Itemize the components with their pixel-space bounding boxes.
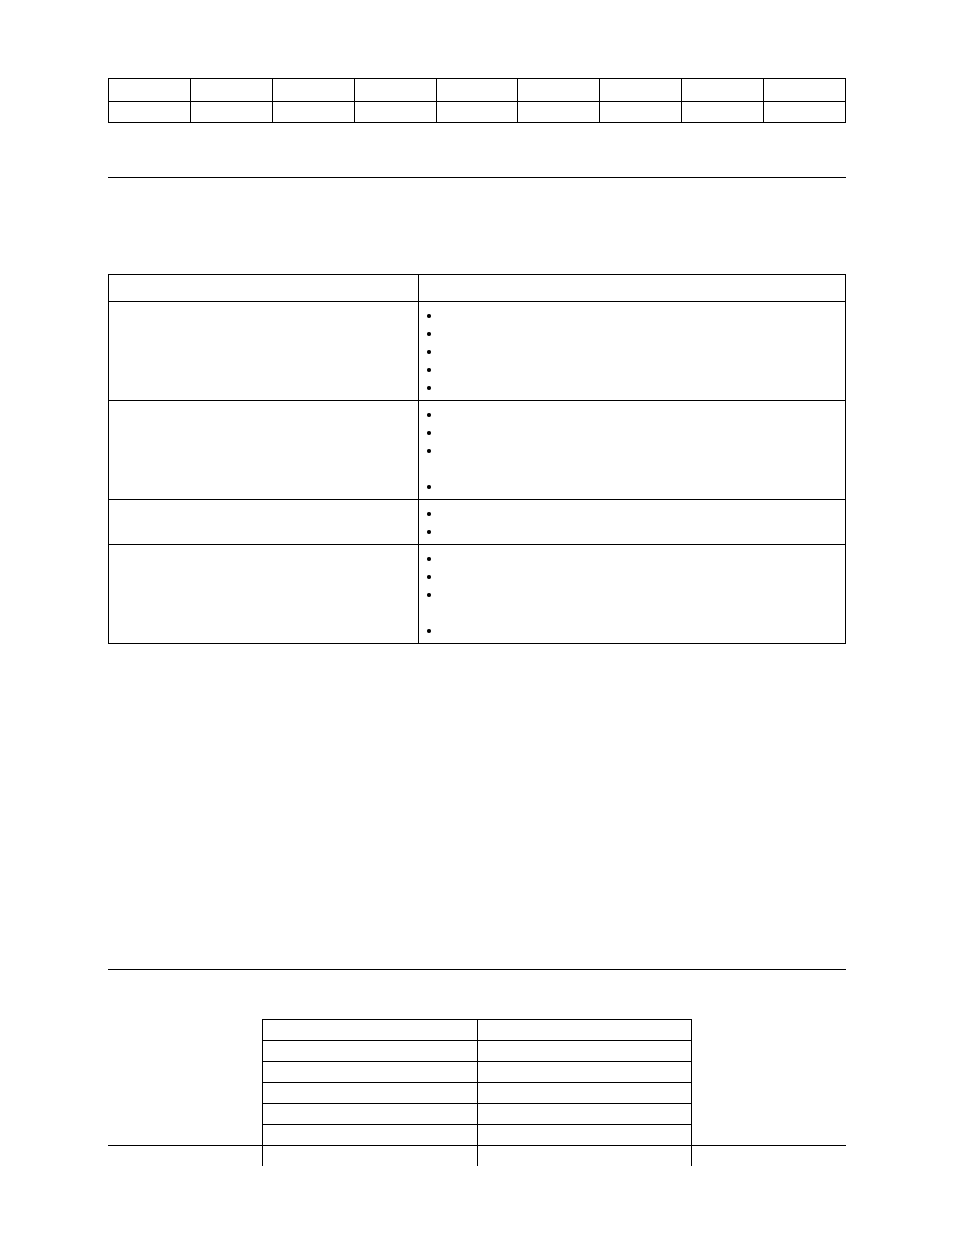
table-row — [263, 1146, 692, 1167]
cell — [477, 1062, 692, 1083]
bullet-list — [427, 504, 837, 540]
list-item — [441, 567, 837, 585]
cell — [272, 79, 354, 102]
cell — [764, 79, 846, 102]
cell — [109, 102, 191, 123]
table-row — [263, 1041, 692, 1062]
table-row — [109, 500, 846, 545]
table-9col — [108, 78, 846, 123]
list-item — [441, 522, 837, 540]
section-divider — [108, 969, 846, 970]
cell — [436, 102, 518, 123]
footer-rule — [108, 1145, 846, 1146]
header-cell — [418, 275, 845, 302]
divider-wrap — [0, 969, 954, 970]
table-row — [263, 1062, 692, 1083]
cell — [263, 1041, 478, 1062]
cell — [272, 102, 354, 123]
cell — [418, 545, 845, 644]
table-2col-wrap — [108, 274, 846, 644]
cell — [477, 1104, 692, 1125]
table-3 — [262, 1019, 692, 1166]
cell — [518, 102, 600, 123]
list-item-blank — [441, 603, 837, 621]
cell — [263, 1020, 478, 1041]
header-cell — [109, 275, 419, 302]
cell — [682, 79, 764, 102]
table-row — [109, 102, 846, 123]
list-item — [441, 621, 837, 639]
table-row — [263, 1104, 692, 1125]
cell — [263, 1062, 478, 1083]
cell — [764, 102, 846, 123]
cell — [109, 79, 191, 102]
cell — [682, 102, 764, 123]
cell — [109, 545, 419, 644]
cell — [436, 79, 518, 102]
cell — [109, 401, 419, 500]
list-item — [441, 324, 837, 342]
cell — [263, 1146, 478, 1167]
bullet-list — [427, 549, 837, 639]
table-3-wrap — [0, 995, 954, 1166]
cell — [190, 102, 272, 123]
table-row — [109, 79, 846, 102]
cell — [477, 1083, 692, 1104]
list-item — [441, 405, 837, 423]
bullet-list — [427, 306, 837, 396]
cell — [418, 401, 845, 500]
list-item — [441, 360, 837, 378]
cell — [477, 1041, 692, 1062]
divider-wrap — [108, 177, 846, 178]
cell — [109, 302, 419, 401]
list-item — [441, 306, 837, 324]
cell — [263, 1125, 478, 1146]
list-item — [441, 342, 837, 360]
cell — [418, 302, 845, 401]
table-row — [263, 1125, 692, 1146]
list-item — [441, 549, 837, 567]
list-item — [441, 441, 837, 459]
cell — [477, 1020, 692, 1041]
list-item — [441, 423, 837, 441]
table-row — [263, 1020, 692, 1041]
table-row — [263, 1083, 692, 1104]
table-row — [109, 545, 846, 644]
table-9col-wrap — [108, 78, 846, 123]
cell — [109, 500, 419, 545]
cell — [418, 500, 845, 545]
cell — [600, 102, 682, 123]
cell — [518, 79, 600, 102]
table-row — [109, 302, 846, 401]
list-item — [441, 585, 837, 603]
cell — [477, 1125, 692, 1146]
cell — [354, 102, 436, 123]
cell — [263, 1083, 478, 1104]
list-item — [441, 378, 837, 396]
list-item — [441, 477, 837, 495]
section-divider — [108, 177, 846, 178]
cell — [263, 1104, 478, 1125]
bullet-list — [427, 405, 837, 495]
cell — [600, 79, 682, 102]
table-header-row — [109, 275, 846, 302]
page — [0, 0, 954, 1235]
list-item — [441, 504, 837, 522]
cell — [477, 1146, 692, 1167]
table-row — [109, 401, 846, 500]
cell — [354, 79, 436, 102]
cell — [190, 79, 272, 102]
list-item-blank — [441, 459, 837, 477]
table-2col — [108, 274, 846, 644]
